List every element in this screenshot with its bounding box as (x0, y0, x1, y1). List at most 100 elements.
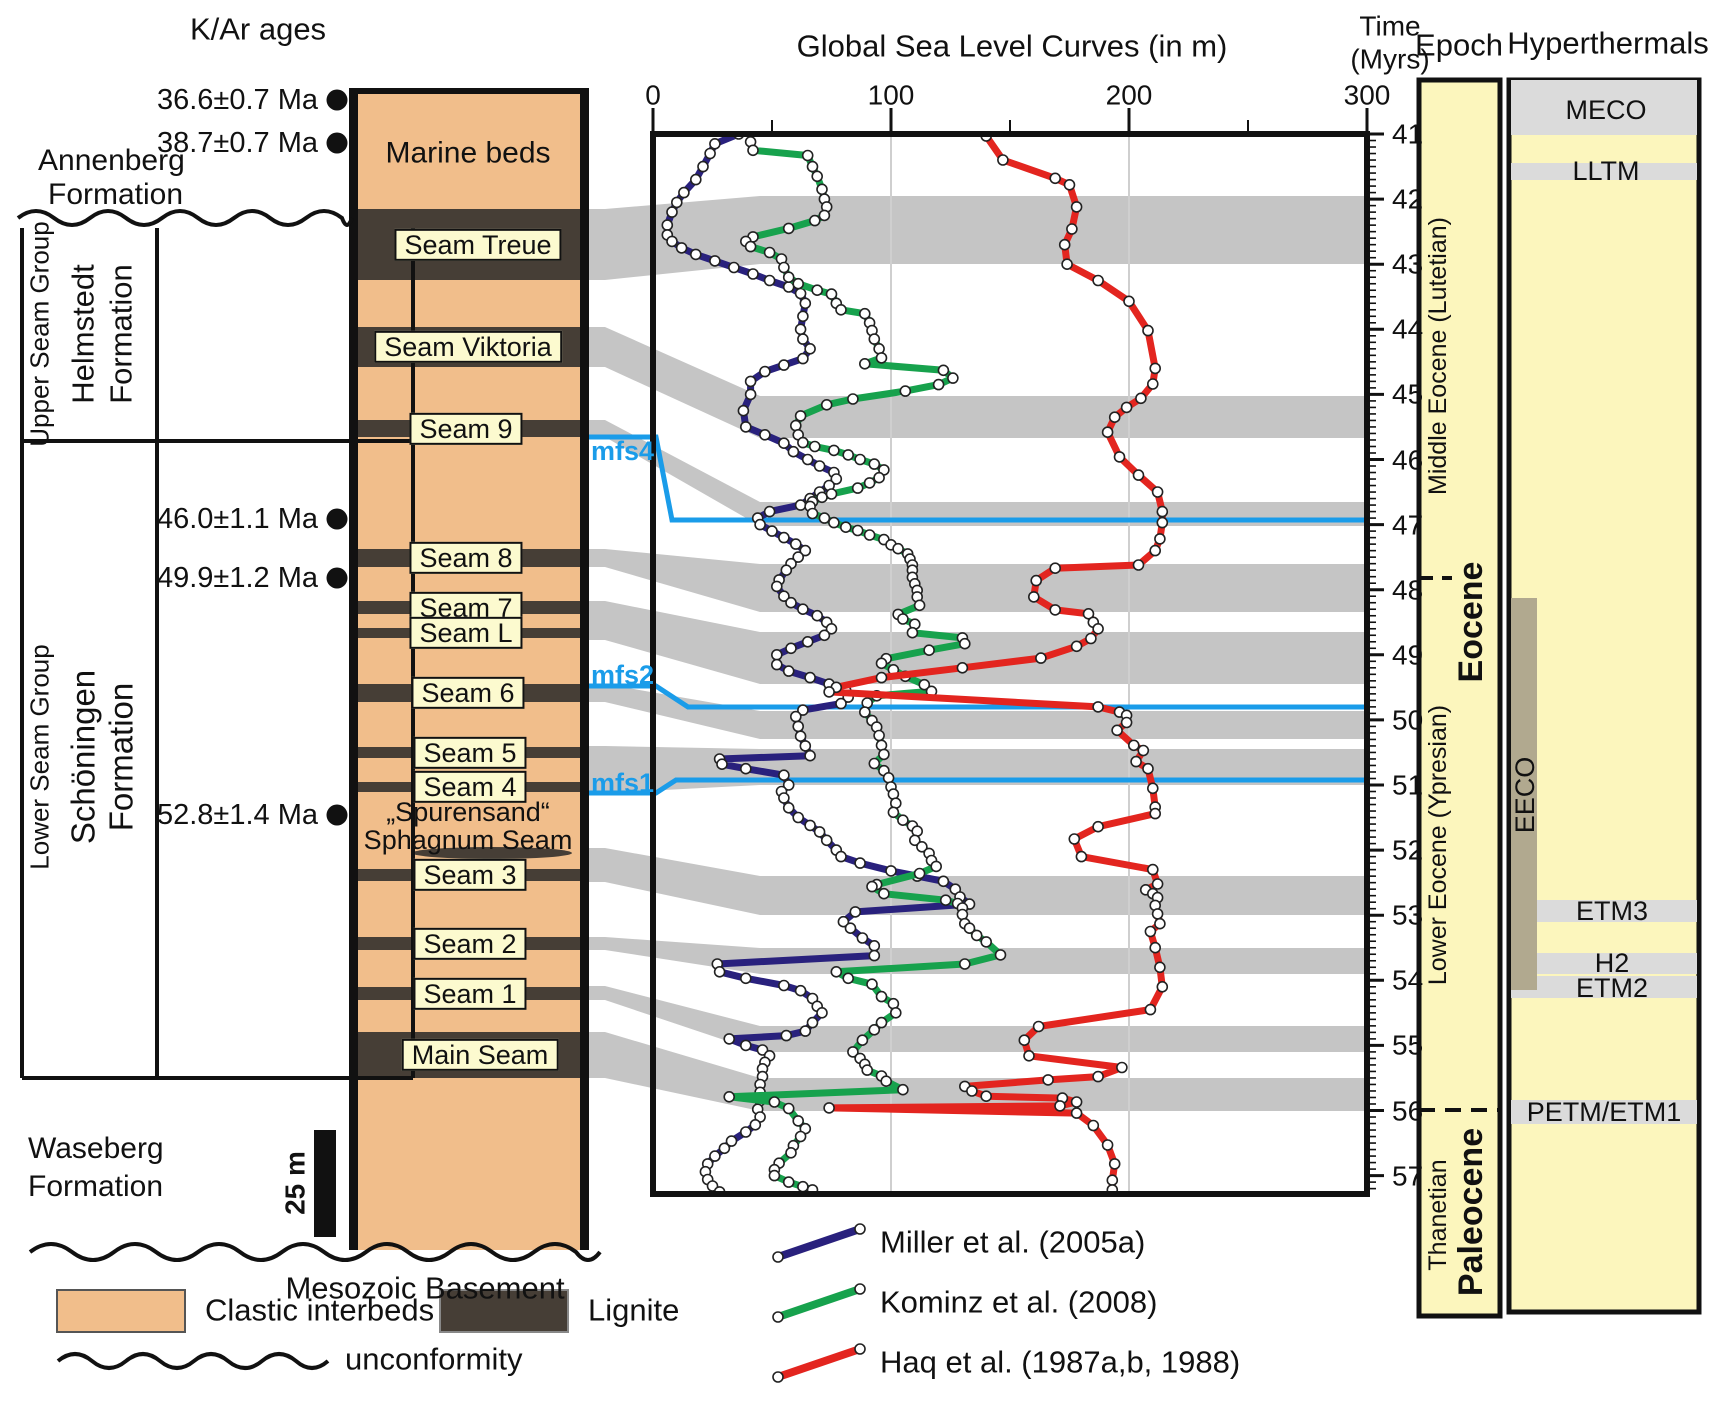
correlation-band-0 (589, 196, 1367, 280)
data-point-kominz (882, 771, 895, 784)
unconformity-top (16, 209, 354, 227)
spurensand-label: „Spurensand“ (386, 796, 550, 827)
data-point-miller (801, 453, 814, 466)
data-point-miller (675, 242, 688, 254)
seam-label-seam-4: Seam 4 (413, 770, 527, 804)
time-tick-label-53: 53 (1392, 899, 1424, 931)
data-point-kominz (863, 477, 876, 489)
seam-label-seam-2: Seam 2 (413, 927, 527, 960)
epoch-label-paleocene: Paleocene (1452, 1127, 1491, 1297)
data-point-kominz (763, 246, 776, 259)
data-point-miller (849, 906, 862, 918)
data-point-kominz (723, 1091, 736, 1103)
data-point-kominz (947, 372, 959, 384)
data-point-miller (854, 857, 866, 869)
mfs-line-mfs4 (589, 434, 1367, 523)
data-point-miller (868, 949, 881, 962)
data-point-haq (875, 671, 888, 684)
kar-age-dot (326, 508, 348, 530)
data-point-haq (1123, 295, 1135, 308)
data-point-haq (1087, 1119, 1100, 1132)
data-point-miller (804, 819, 816, 832)
hyperthermal-band-petm/etm1 (1511, 1100, 1697, 1124)
data-point-kominz (782, 271, 795, 284)
hyperthermal-band-lltm (1511, 163, 1697, 180)
hyperthermal-label-lltm: LLTM (1572, 155, 1640, 186)
data-point-kominz (828, 516, 840, 529)
data-point-miller (782, 665, 795, 677)
epoch-header: Epoch (1415, 27, 1503, 63)
data-point-miller (718, 1142, 731, 1155)
data-point-haq (1149, 807, 1161, 820)
data-point-kominz (768, 1169, 781, 1182)
seam-label-seam-treue: Seam Treue (394, 228, 562, 261)
schoningen-formation-label2: Formation (102, 682, 140, 832)
time-tick-label-48: 48 (1392, 573, 1424, 605)
data-point-kominz (789, 419, 802, 432)
data-point-kominz (897, 613, 909, 625)
data-point-miller (830, 473, 843, 485)
curve-legend-dot (854, 1223, 866, 1235)
data-point-miller (678, 186, 690, 199)
data-point-kominz (858, 307, 871, 320)
data-point-miller (782, 779, 795, 791)
seam-label-main-seam: Main Seam (401, 1038, 559, 1072)
data-point-haq (1092, 274, 1104, 287)
data-point-haq (1137, 744, 1150, 757)
hyperthermal-label-h2: H2 (1594, 947, 1630, 978)
correlation-band-3 (589, 549, 1367, 612)
data-point-kominz (782, 1176, 795, 1188)
data-point-miller (804, 749, 816, 762)
data-point-kominz (892, 542, 904, 555)
data-point-haq (1049, 604, 1061, 616)
data-point-miller (797, 704, 809, 716)
data-point-haq (1108, 1158, 1121, 1170)
data-point-haq (1082, 607, 1095, 620)
data-point-haq (1030, 574, 1042, 587)
eeco-label: EECO (1509, 756, 1540, 834)
data-point-miller (792, 720, 805, 733)
curve-legend-label-miller: Miller et al. (2005a) (880, 1224, 1146, 1260)
correlation-band-5 (589, 684, 1367, 739)
column-top-border (349, 88, 589, 94)
data-point-haq (1120, 401, 1133, 414)
data-point-miller (754, 518, 766, 531)
data-point-haq (823, 1102, 835, 1114)
data-point-kominz (868, 1024, 881, 1036)
curve-legend-label-haq: Haq et al. (1987a,b, 1988) (880, 1344, 1241, 1380)
data-point-haq (1085, 632, 1097, 645)
data-point-miller (816, 1006, 828, 1019)
data-point-miller (744, 388, 757, 401)
data-point-haq (1035, 652, 1047, 664)
data-point-miller (837, 915, 850, 928)
data-point-miller (885, 865, 897, 877)
data-point-haq (1156, 516, 1169, 529)
scale-bar (314, 1130, 336, 1237)
epoch-label-thanetian: Thanetian (1423, 1159, 1452, 1271)
data-point-haq (1151, 878, 1164, 890)
data-point-kominz (863, 529, 876, 541)
data-point-miller (792, 811, 805, 824)
data-point-kominz (866, 978, 878, 991)
data-point-miller (670, 196, 683, 209)
data-point-miller (825, 622, 838, 635)
data-point-miller (778, 979, 790, 992)
data-point-kominz (963, 922, 976, 935)
data-point-haq (1101, 1139, 1114, 1151)
mfs-label-mfs1: mfs1 (591, 768, 655, 798)
data-point-kominz (930, 860, 943, 873)
data-point-miller (799, 297, 812, 310)
data-point-haq (1063, 179, 1076, 191)
data-point-haq (1144, 1003, 1157, 1016)
time-tick-label-43: 43 (1392, 248, 1424, 280)
sea-level-tick-label-0: 0 (645, 79, 661, 111)
data-point-haq (1132, 559, 1145, 571)
data-point-kominz (980, 936, 993, 948)
legend-clastic-label: Clastic interbeds (205, 1292, 435, 1328)
data-point-kominz (839, 521, 852, 534)
data-point-kominz (768, 1096, 781, 1108)
data-point-miller (704, 147, 716, 160)
data-point-kominz (794, 1130, 807, 1143)
legend-clastic-swatch (56, 1289, 186, 1333)
marine-beds-label: Marine beds (385, 136, 551, 170)
